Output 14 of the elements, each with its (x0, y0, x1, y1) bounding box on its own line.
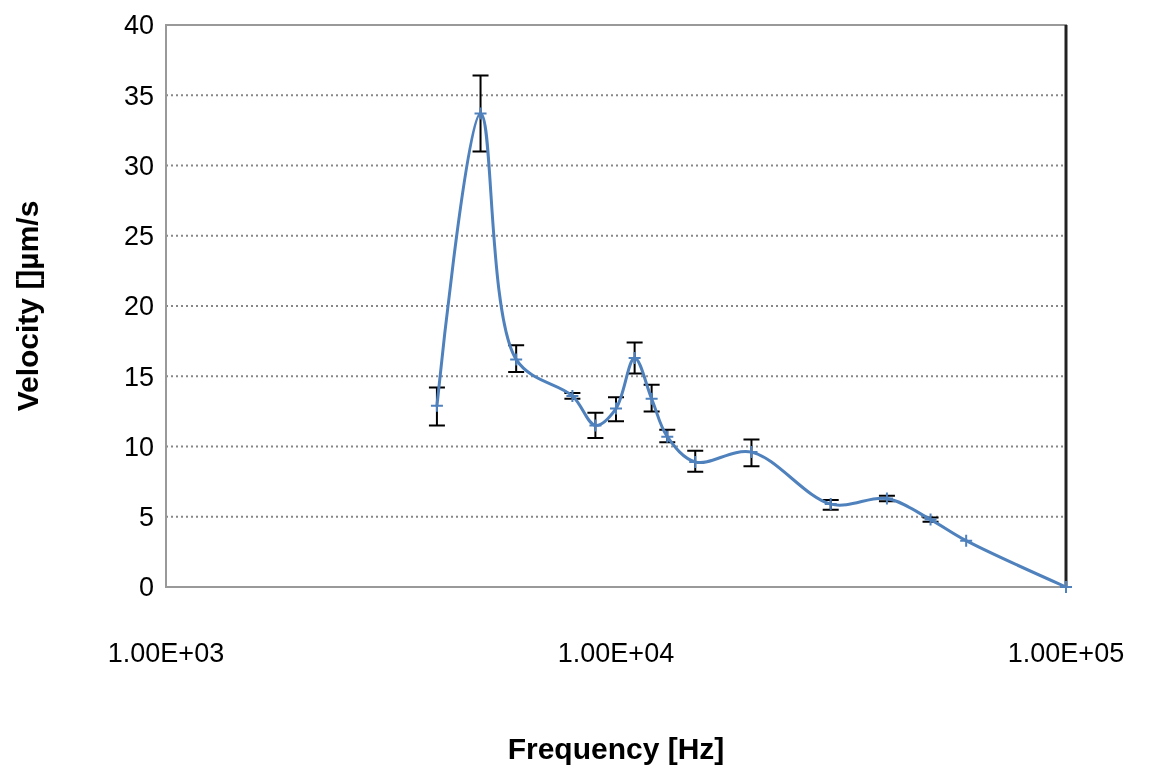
y-tick-label: 20 (123, 291, 154, 322)
y-tick-label: 5 (138, 502, 154, 533)
x-tick-label: 1.00E+04 (557, 638, 675, 668)
x-tick-label: 1.00E+03 (107, 638, 225, 668)
y-tick-label: 40 (123, 10, 154, 41)
x-axis-title: Frequency [Hz] (507, 732, 725, 765)
x-tick-label: 1.00E+05 (1007, 638, 1125, 668)
y-tick-label: 15 (123, 361, 154, 392)
y-axis-title: Velocity []µm/s (11, 200, 44, 412)
y-tick-label: 30 (123, 150, 154, 181)
y-tick-label: 0 (138, 572, 154, 603)
y-tick-label: 10 (123, 431, 154, 462)
y-tick-label: 35 (123, 80, 154, 111)
y-tick-label: 25 (123, 221, 154, 252)
